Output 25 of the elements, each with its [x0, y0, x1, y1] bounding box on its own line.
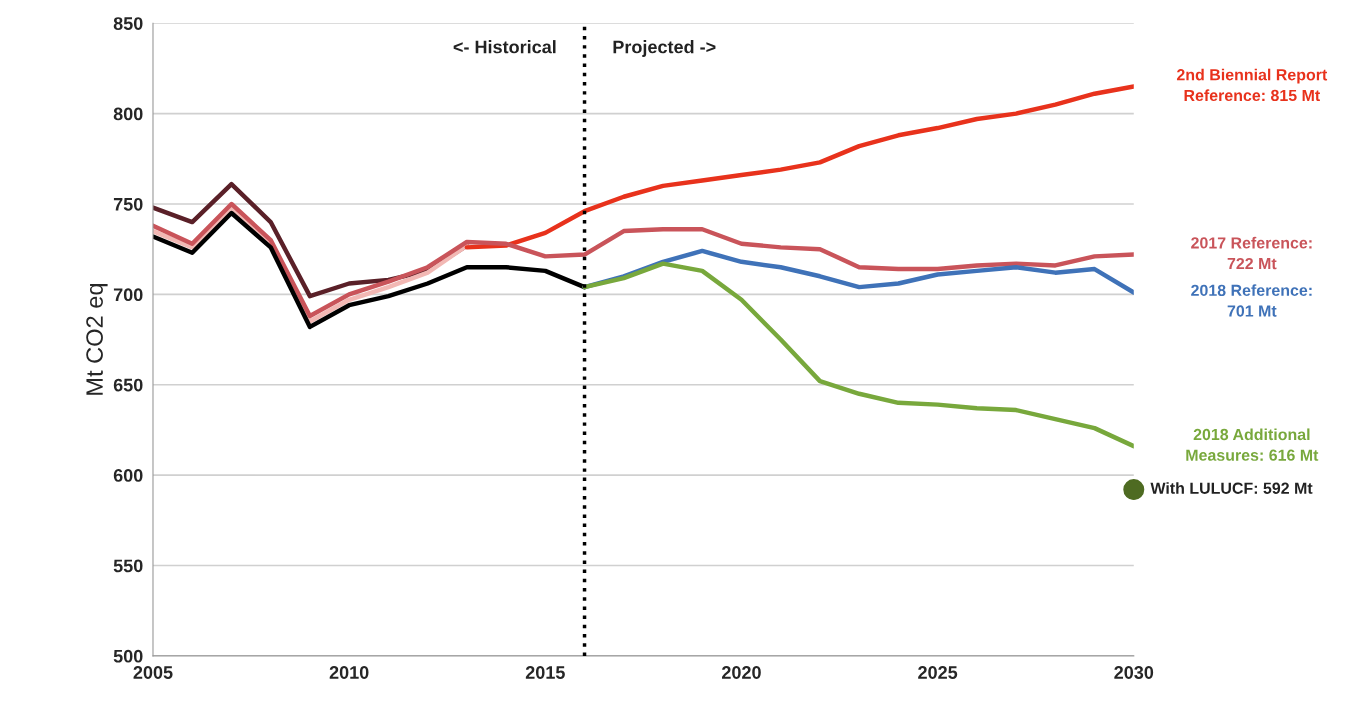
- x-tick-label: 2030: [1114, 666, 1154, 679]
- x-tick-label: 2015: [525, 666, 565, 679]
- series-label: With LULUCF: 592 Mt: [1150, 482, 1313, 494]
- y-tick-label: 800: [113, 107, 143, 121]
- y-tick-label: 600: [113, 469, 143, 482]
- y-tick-label: 850: [113, 17, 143, 30]
- x-tick-label: 2005: [133, 666, 173, 679]
- x-tick-label: 2020: [722, 666, 761, 679]
- text: 2017 Reference: 722 Mt: [1191, 236, 1312, 270]
- text: 2018 Additional Measures: 616 Mt: [1186, 428, 1319, 461]
- y-tick-label: 500: [113, 649, 143, 663]
- annotation: <- Historical: [453, 40, 556, 54]
- text: 2018 Reference: 701 Mt: [1191, 284, 1312, 317]
- y-tick-label: 750: [113, 197, 143, 211]
- y-tick-label: 550: [113, 559, 143, 573]
- line-series: [582, 261, 1134, 449]
- annotation: Projected ->: [613, 40, 716, 57]
- x-tick-label: 2010: [329, 666, 369, 679]
- text: 2nd Biennial Report Reference: 815 Mt: [1176, 68, 1328, 102]
- line-series: [152, 201, 1134, 319]
- y-tick-label: 700: [113, 288, 143, 302]
- line-series: [464, 84, 1134, 250]
- y-tick-label: 650: [113, 378, 143, 392]
- x-tick-label: 2025: [918, 666, 958, 679]
- y-axis-title: Mt CO2 eq: [86, 283, 108, 395]
